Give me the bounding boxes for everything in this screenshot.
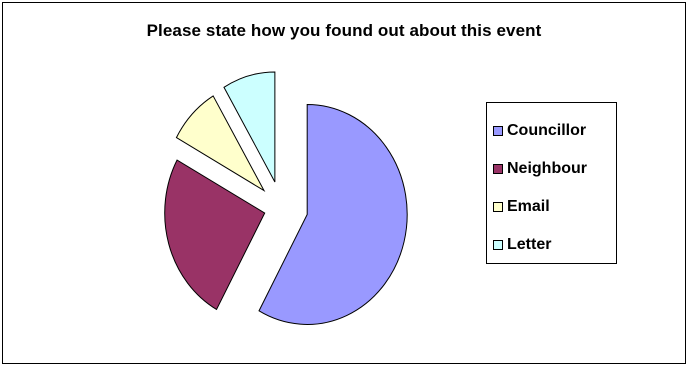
- legend-label-email: Email: [507, 198, 550, 215]
- legend-label-neighbour: Neighbour: [507, 160, 587, 177]
- legend-item-neighbour: Neighbour: [493, 158, 587, 180]
- legend-swatch-letter: [493, 240, 503, 250]
- legend-swatch-councillor: [493, 126, 503, 136]
- pie-slice-email: [175, 95, 266, 192]
- pie-slice-councillor: [258, 103, 408, 325]
- legend-swatch-email: [493, 202, 503, 212]
- pie-slice-letter: [223, 71, 276, 183]
- legend-label-councillor: Councillor: [507, 122, 587, 139]
- pie-slice-neighbour: [164, 159, 266, 311]
- legend-item-councillor: Councillor: [493, 120, 586, 142]
- legend-swatch-neighbour: [493, 164, 503, 174]
- chart-title: Please state how you found out about thi…: [146, 21, 542, 40]
- chart-legend: Councillor Neighbour Email Letter: [486, 102, 617, 264]
- legend-label-letter: Letter: [507, 236, 552, 253]
- legend-item-email: Email: [493, 196, 550, 218]
- legend-item-letter: Letter: [493, 234, 551, 256]
